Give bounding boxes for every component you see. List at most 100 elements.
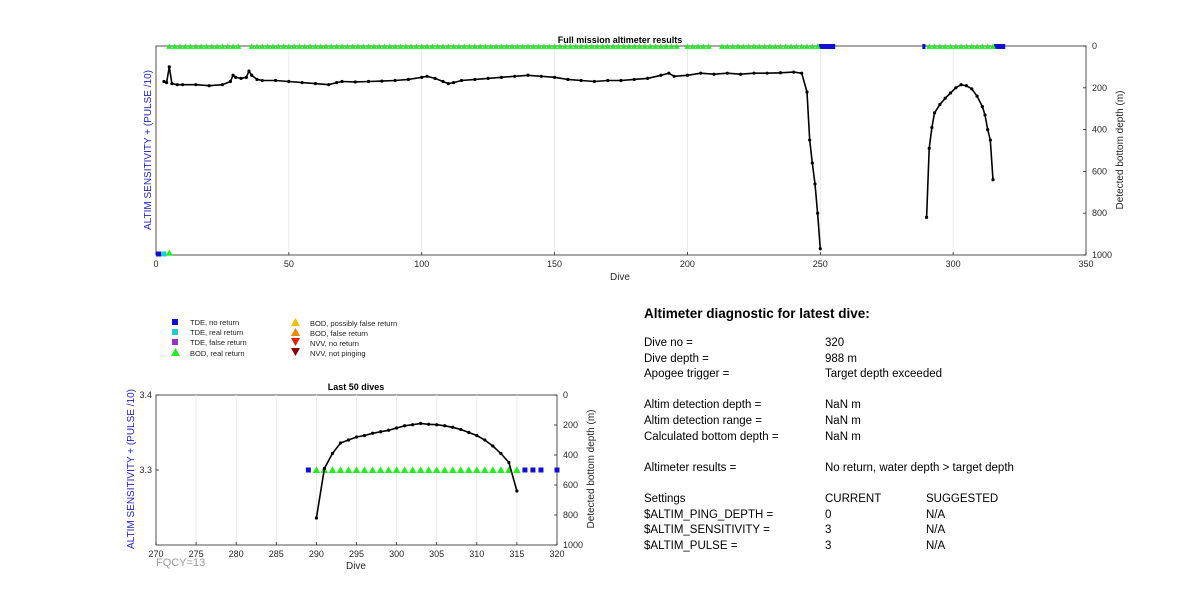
bottom-depth-point — [247, 69, 251, 73]
bottom-depth-point — [473, 77, 477, 82]
bod-real-return-marker — [323, 43, 330, 49]
bod-real-return-marker — [705, 43, 712, 49]
dive-depth-label: Dive depth = — [644, 352, 709, 365]
bottom-depth-point — [451, 425, 455, 429]
bod-real-return-marker — [979, 43, 986, 49]
bottom-depth-point — [491, 444, 495, 448]
x-tick-label: 275 — [189, 549, 204, 559]
setting-suggested: N/A — [926, 508, 946, 521]
tde-no-return-marker — [818, 44, 822, 49]
bottom-depth-point — [959, 83, 963, 87]
bottom-depth-point — [443, 424, 447, 428]
legend-label: NVV, no return — [310, 338, 359, 348]
bottom-depth-point — [330, 451, 335, 456]
bod-real-return-marker — [434, 43, 441, 49]
tde-no-return-marker — [826, 44, 830, 49]
bod-real-return-marker — [187, 43, 194, 49]
bod-real-return-marker — [734, 43, 741, 49]
bottom-depth-point — [180, 83, 185, 87]
triangle-up-green-icon — [160, 348, 190, 358]
x-tick-label: 305 — [429, 549, 444, 559]
bod-real-return-marker — [182, 43, 189, 49]
x-tick-label: 290 — [309, 549, 324, 559]
bottom-depth-point — [738, 72, 743, 76]
bod-real-return-marker — [514, 43, 521, 49]
bod-real-return-marker — [487, 43, 494, 49]
y-right-tick-label: 800 — [1092, 208, 1107, 218]
detection-depth-label: Altim detection depth = — [644, 399, 762, 412]
bod-real-return-marker — [782, 43, 789, 49]
bod-real-return-marker — [588, 43, 595, 49]
bottom-depth-point — [335, 80, 339, 85]
bod-real-return-marker — [777, 43, 784, 49]
bottom-depth-point — [231, 73, 235, 77]
triangle-down-red-icon — [280, 338, 310, 348]
bottom-depth-point — [672, 74, 676, 78]
x-tick-label: 350 — [1078, 259, 1093, 269]
tde-no-return-marker — [996, 44, 1000, 49]
bottom-depth-point — [313, 82, 318, 86]
bod-real-return-marker — [814, 43, 821, 49]
bod-real-return-marker — [253, 43, 260, 49]
bottom-depth-point — [425, 74, 429, 78]
bod-real-return-marker — [471, 43, 478, 49]
y-right-tick-label: 600 — [563, 480, 578, 490]
bod-real-return-marker — [519, 43, 526, 49]
bod-real-return-marker — [418, 43, 425, 49]
suggested-header: SUGGESTED — [926, 492, 999, 505]
bottom-depth-point — [943, 96, 947, 100]
bod-real-return-marker — [285, 43, 292, 49]
bod-real-return-marker — [328, 466, 337, 474]
bod-real-return-marker — [535, 43, 542, 49]
bottom-depth-point — [170, 82, 174, 86]
bod-real-return-marker — [307, 43, 314, 49]
bottom-depth-point — [300, 80, 304, 85]
bod-real-return-marker — [482, 43, 489, 49]
bottom-depth-point — [499, 451, 503, 456]
bottom-depth-point — [991, 178, 995, 182]
bottom-depth-point — [167, 65, 171, 69]
bod-real-return-marker — [450, 43, 457, 49]
bottom-depth-point — [970, 87, 974, 91]
bod-real-return-marker — [408, 43, 415, 49]
bod-real-return-marker — [368, 466, 377, 474]
bottom-depth-point — [441, 79, 445, 84]
bod-real-return-marker — [333, 43, 340, 49]
bod-real-return-marker — [963, 43, 970, 49]
bod-real-return-marker — [599, 43, 606, 49]
bod-real-return-marker — [230, 43, 237, 49]
bod-real-return-marker — [392, 466, 401, 474]
bottom-depth-point — [712, 72, 716, 76]
y-right-tick-label: 0 — [1092, 41, 1097, 51]
bottom-depth-point — [792, 70, 796, 74]
x-tick-label: 285 — [269, 549, 284, 559]
bottom-depth-point — [954, 86, 958, 90]
bod-real-return-marker — [610, 43, 617, 49]
bod-real-return-marker — [968, 43, 975, 49]
detection-range-value: NaN m — [825, 414, 861, 427]
tde-no-return-marker — [999, 44, 1003, 49]
bod-real-return-marker — [729, 43, 736, 49]
x-tick-label: 270 — [148, 549, 163, 559]
bod-real-return-marker — [312, 466, 321, 474]
bottom-depth-point — [239, 76, 243, 80]
bod-real-return-marker — [798, 43, 805, 49]
bottom-depth-point — [486, 76, 490, 80]
settings-label: Settings — [644, 492, 686, 505]
x-tick-label: 310 — [469, 549, 484, 559]
bod-real-return-marker — [376, 43, 383, 49]
bod-real-return-marker — [942, 43, 949, 49]
bod-real-return-marker — [235, 43, 242, 49]
bod-real-return-marker — [745, 43, 752, 49]
setting-row: $ALTIM_PULSE = 3 N/A — [644, 539, 1164, 555]
bottom-depth-point — [475, 433, 479, 438]
bottom-depth-point — [250, 73, 254, 77]
dive-no-value: 320 — [825, 337, 845, 349]
full-mission-chart: 0 50 100 150 200 250 300 350 0 200 400 600 800 1000 F… — [143, 35, 1126, 283]
bod-real-return-marker — [540, 43, 547, 49]
tde-no-return-marker — [831, 44, 836, 49]
bod-real-return-marker — [984, 43, 991, 49]
legend-label: NVV, not pinging — [310, 348, 366, 358]
bottom-depth-point — [513, 74, 517, 78]
